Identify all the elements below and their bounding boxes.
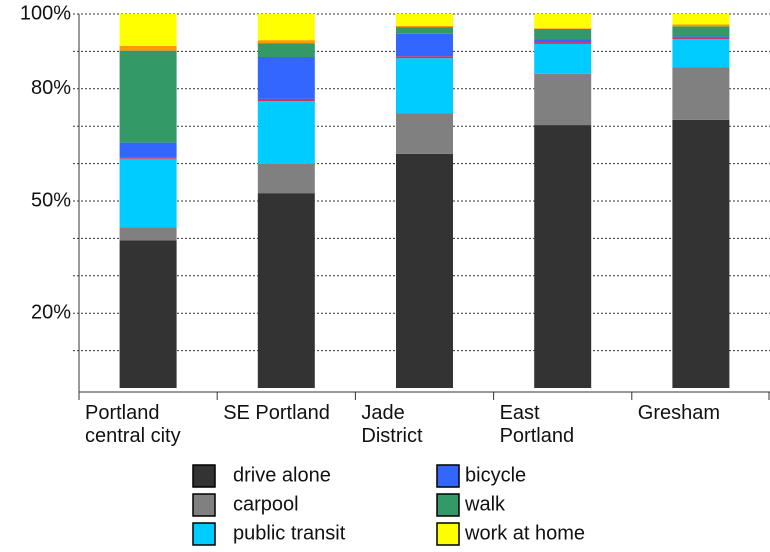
bar-segment [672,39,730,68]
bar-segment [119,158,177,228]
y-tick-label: 100% [20,2,71,24]
legend-swatch [192,493,216,517]
y-tick-label: 20% [31,301,71,323]
bar-segment [119,45,177,51]
legend-swatch [192,522,216,546]
y-tick-label: 50% [31,189,71,211]
x-tick-label: Jade District [361,402,423,447]
legend-swatch [192,464,216,488]
legend-swatch [436,493,460,517]
legend-label: walk [464,493,506,515]
bar-segment [534,42,592,44]
bar-segment [534,39,592,43]
bar-segment [396,58,453,114]
bar-segment [672,36,730,38]
x-tick-label: East Portland [499,402,575,447]
bar-segment [257,98,315,102]
bar-segment [534,125,592,388]
x-tick-label: Portland central city [85,402,181,447]
legend-label: drive alone [233,464,331,486]
bar-segment [396,56,453,59]
bar-segment [534,28,592,40]
y-tick-label: 80% [31,77,71,99]
legend-label: bicycle [465,464,526,486]
bar-segment [257,14,315,41]
bar-segment [257,163,315,194]
bar-segment [396,25,453,28]
bar-segment [534,43,592,74]
bar-segment [257,193,315,388]
bar-segment [396,153,453,388]
bar-segment [119,142,177,158]
x-tick-label: Gresham [637,402,721,424]
bar-segment [119,50,177,143]
bar-segment [396,27,453,34]
bar-segment [672,24,730,27]
bar-segment [672,14,730,25]
bar-segment [672,119,730,388]
bar-segment [396,113,453,154]
bar-segment [119,240,177,388]
bar-segment [534,73,592,126]
bar-segment [672,37,730,40]
x-tick-label: SE Portland [223,402,330,424]
bar-segment [257,101,315,164]
bar-segment [119,157,177,159]
bar-segment [396,14,453,26]
legend-swatch [436,522,460,546]
legend-swatch [436,464,460,488]
bar-segment [534,28,592,29]
legend-label: carpool [233,493,299,515]
bar-segment [119,14,177,46]
legend-label: work at home [464,522,585,544]
bar-segment [257,40,315,44]
legend-label: public transit [233,522,346,544]
bar-segment [257,43,315,58]
bar-segment [119,227,177,241]
bar-segment [672,26,730,37]
bar-segment [672,67,730,120]
bar-segment [257,57,315,99]
bar-segment [396,33,453,57]
bar-segment [534,14,592,29]
